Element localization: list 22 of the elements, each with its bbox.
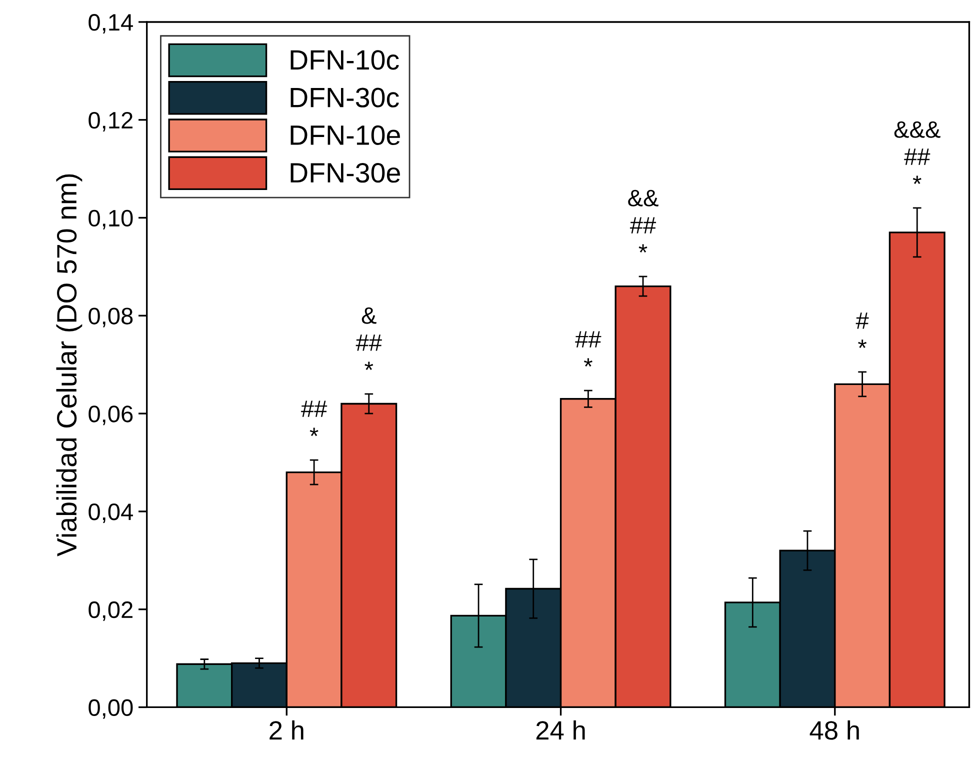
data-label: &&& ## *: [894, 121, 940, 184]
data-label: && ## *: [628, 190, 658, 253]
y-tick-label: 0,08: [88, 308, 133, 328]
y-tick-label: 0,02: [88, 601, 132, 621]
y-tick-label: 0,00: [88, 699, 133, 719]
y-tick-label: 0,04: [88, 504, 133, 524]
x-tick-label: 48 h: [810, 720, 859, 740]
y-tick-label: 0,12: [88, 112, 132, 132]
legend-label: DFN-30e: [290, 163, 400, 183]
data-label: & ## *: [356, 307, 382, 370]
y-tick-label: 0,10: [88, 210, 133, 230]
data-label: ## *: [575, 331, 602, 367]
data-label: # *: [856, 312, 869, 348]
legend-label: DFN-10c: [290, 50, 399, 70]
legend-label: DFN-10e: [290, 125, 400, 146]
y-tick-label: 0,14: [88, 14, 133, 34]
x-tick-label: 24 h: [536, 720, 585, 740]
legend-label: DFN-30c: [290, 88, 399, 108]
y-axis-title: Viabilidad Celular (DO 570 nm): [56, 174, 82, 556]
y-tick-label: 0,06: [88, 406, 133, 426]
x-tick-label: 2 h: [270, 720, 304, 740]
data-label: ## *: [301, 400, 328, 436]
